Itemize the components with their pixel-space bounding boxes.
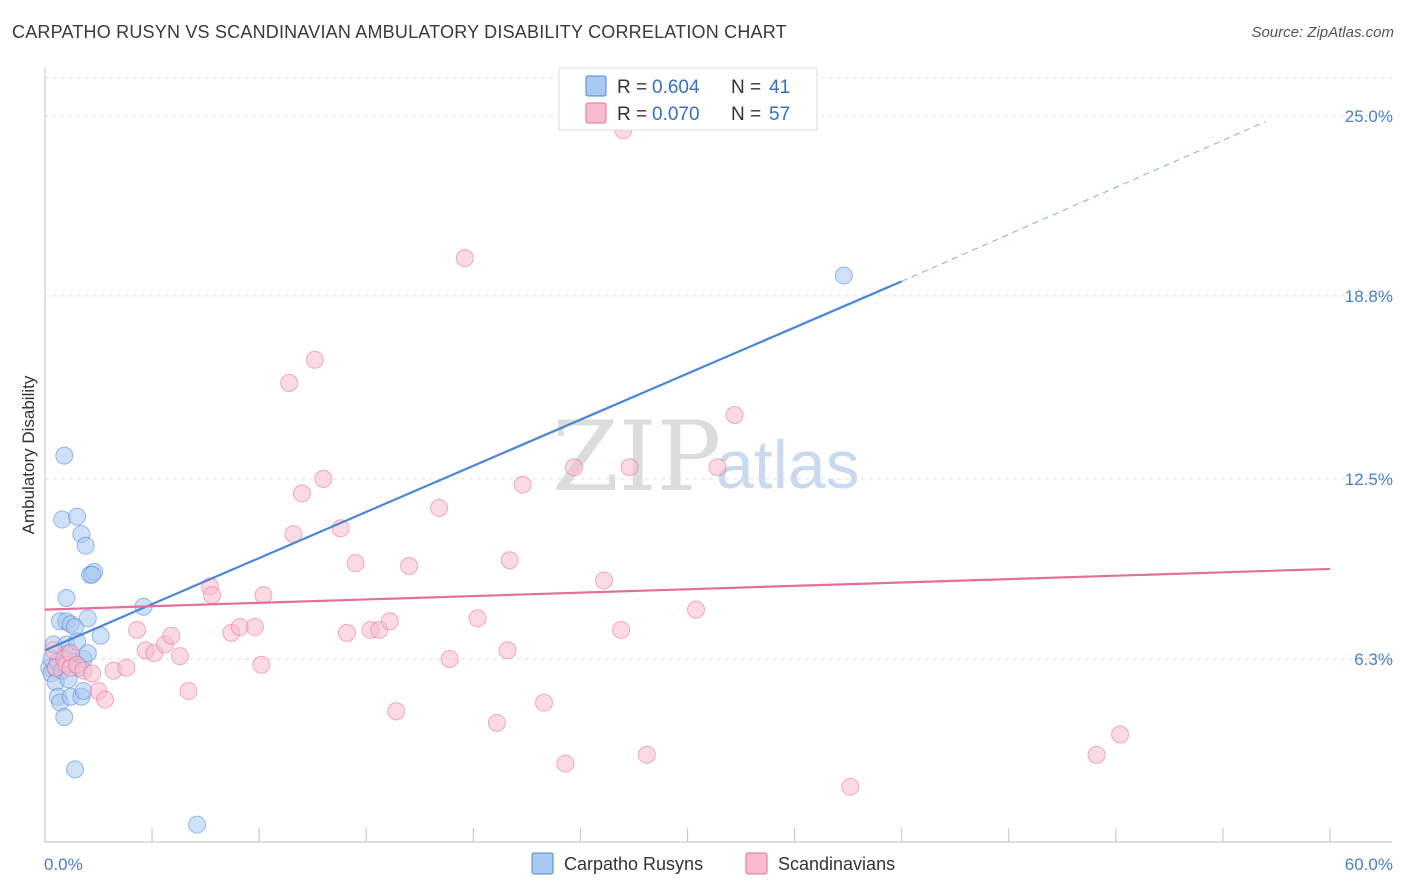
- point-carpatho-rusyn[interactable]: [55, 708, 74, 727]
- point-scandinavian[interactable]: [500, 551, 519, 570]
- point-scandinavian[interactable]: [1087, 745, 1106, 764]
- point-carpatho-rusyn[interactable]: [834, 266, 853, 285]
- legend-n-value-carpatho: 41: [769, 77, 790, 98]
- correlation-legend: R = 0.604 N = 41 R = 0.070 N = 57: [558, 67, 818, 131]
- point-carpatho-rusyn[interactable]: [68, 507, 87, 526]
- point-scandinavian[interactable]: [230, 618, 249, 637]
- point-scandinavian[interactable]: [725, 405, 744, 424]
- point-scandinavian[interactable]: [708, 458, 727, 477]
- legend-r-label-scandinavian: R =: [617, 104, 647, 125]
- point-scandinavian[interactable]: [337, 623, 356, 642]
- point-scandinavian[interactable]: [95, 690, 114, 709]
- point-carpatho-rusyn[interactable]: [57, 588, 76, 607]
- point-scandinavian[interactable]: [498, 641, 517, 660]
- y-tick-label: 12.5%: [1345, 470, 1393, 489]
- point-carpatho-rusyn[interactable]: [83, 565, 102, 584]
- point-carpatho-rusyn[interactable]: [55, 446, 74, 465]
- point-scandinavian[interactable]: [535, 693, 554, 712]
- point-scandinavian[interactable]: [564, 458, 583, 477]
- y-axis-label: Ambulatory Disability: [19, 375, 38, 534]
- legend-swatch-scandinavian: [585, 102, 607, 124]
- point-scandinavian[interactable]: [387, 702, 406, 721]
- trend-lines: [44, 121, 1331, 652]
- legend-n-value-scandinavian: 57: [769, 104, 790, 125]
- gridlines: [45, 77, 1392, 660]
- point-carpatho-rusyn[interactable]: [53, 510, 72, 529]
- point-scandinavian[interactable]: [117, 658, 136, 677]
- trend-line-scandinavian: [44, 567, 1331, 611]
- point-scandinavian[interactable]: [594, 571, 613, 590]
- point-scandinavian[interactable]: [162, 626, 181, 645]
- legend-n-label-carpatho: N =: [731, 77, 761, 98]
- point-scandinavian[interactable]: [1111, 725, 1130, 744]
- legend-r-value-scandinavian: 0.070: [652, 104, 700, 125]
- point-carpatho-rusyn[interactable]: [78, 609, 97, 628]
- watermark-atlas: atlas: [716, 427, 860, 503]
- trend-line-carpatho: [44, 280, 903, 652]
- point-scandinavian[interactable]: [687, 600, 706, 619]
- series-legend-swatch-scandinavian: [745, 852, 768, 875]
- legend-swatch-carpatho: [585, 75, 607, 97]
- x-tick-label-min: 0.0%: [44, 855, 83, 874]
- source-label: Source: ZipAtlas.com: [1251, 24, 1394, 41]
- series-legend-label-scandinavian: Scandinavians: [778, 854, 895, 874]
- point-scandinavian[interactable]: [280, 374, 299, 393]
- point-carpatho-rusyn[interactable]: [65, 760, 84, 779]
- point-scandinavian[interactable]: [637, 745, 656, 764]
- series-legend-swatch-carpatho: [531, 852, 554, 875]
- point-scandinavian[interactable]: [252, 655, 271, 674]
- legend-n-label-scandinavian: N =: [731, 104, 761, 125]
- point-scandinavian[interactable]: [314, 469, 333, 488]
- point-scandinavian[interactable]: [487, 713, 506, 732]
- point-scandinavian[interactable]: [254, 586, 273, 605]
- point-carpatho-rusyn[interactable]: [76, 536, 95, 555]
- point-scandinavian[interactable]: [128, 620, 147, 639]
- x-ticks: [151, 828, 1331, 842]
- point-scandinavian[interactable]: [440, 649, 459, 668]
- point-scandinavian[interactable]: [179, 681, 198, 700]
- point-scandinavian[interactable]: [380, 612, 399, 631]
- point-scandinavian[interactable]: [841, 777, 860, 796]
- point-scandinavian[interactable]: [83, 664, 102, 683]
- point-scandinavian[interactable]: [170, 647, 189, 666]
- chart-title: CARPATHO RUSYN VS SCANDINAVIAN AMBULATOR…: [12, 22, 787, 42]
- point-scandinavian[interactable]: [468, 609, 487, 628]
- trend-line-carpatho-extension: [901, 121, 1266, 282]
- legend-r-value-carpatho: 0.604: [652, 77, 700, 98]
- axes: [44, 68, 1392, 843]
- watermark-zip: ZIP: [552, 401, 721, 513]
- x-tick-label-max: 60.0%: [1345, 855, 1393, 874]
- point-carpatho-rusyn[interactable]: [188, 815, 207, 834]
- point-scandinavian[interactable]: [346, 554, 365, 573]
- y-tick-label: 6.3%: [1354, 650, 1393, 669]
- point-scandinavian[interactable]: [513, 475, 532, 494]
- point-scandinavian[interactable]: [400, 557, 419, 576]
- point-scandinavian[interactable]: [203, 586, 222, 605]
- series-legend: Carpatho Rusyns Scandinavians: [531, 852, 895, 875]
- point-scandinavian[interactable]: [245, 618, 264, 637]
- y-tick-label: 25.0%: [1345, 107, 1393, 126]
- point-scandinavian[interactable]: [430, 498, 449, 517]
- y-tick-label: 18.8%: [1345, 287, 1393, 306]
- point-scandinavian[interactable]: [305, 350, 324, 369]
- point-scandinavian[interactable]: [455, 249, 474, 268]
- point-scandinavian[interactable]: [556, 754, 575, 773]
- legend-r-label-carpatho: R =: [617, 77, 647, 98]
- series-legend-label-carpatho: Carpatho Rusyns: [564, 854, 703, 874]
- point-scandinavian[interactable]: [620, 458, 639, 477]
- point-scandinavian[interactable]: [612, 620, 631, 639]
- data-points: [40, 121, 1130, 834]
- point-carpatho-rusyn[interactable]: [74, 681, 93, 700]
- point-scandinavian[interactable]: [293, 484, 311, 503]
- y-tick-labels: 6.3% 12.5% 18.8% 25.0%: [1345, 107, 1393, 669]
